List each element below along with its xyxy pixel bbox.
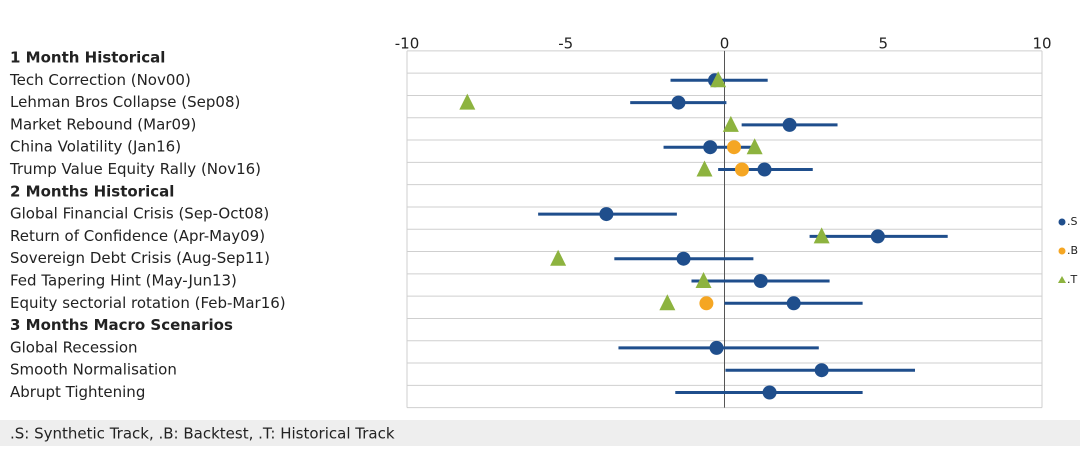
- x-tick-label: 10: [1032, 35, 1051, 53]
- dot-marker: [703, 140, 718, 155]
- dot-marker: [599, 207, 614, 222]
- dot-marker: [709, 340, 724, 355]
- footnote: .S: Synthetic Track, .B: Backtest, .T: H…: [10, 425, 395, 443]
- triangle-marker: [722, 115, 739, 132]
- footer-band: [0, 420, 1080, 446]
- y-tick-label: Sovereign Debt Crisis (Aug-Sep11): [10, 249, 270, 267]
- y-tick-label: Global Recession: [10, 338, 138, 356]
- legend-label: .B: [1067, 244, 1078, 257]
- legend-label: .S: [1067, 215, 1077, 228]
- legend-swatch: [1058, 218, 1066, 226]
- triangle-marker: [550, 249, 567, 266]
- y-tick-label: Fed Tapering Hint (May-Jun13): [10, 272, 237, 290]
- y-tick-label: Abrupt Tightening: [10, 383, 145, 401]
- dot-marker: [762, 385, 777, 400]
- triangle-marker: [459, 93, 476, 110]
- y-tick-label: Market Rebound (Mar09): [10, 115, 196, 133]
- dot-marker: [671, 95, 686, 110]
- triangle-marker: [696, 160, 713, 177]
- y-tick-label: Return of Confidence (Apr-May09): [10, 227, 265, 245]
- triangle-marker: [710, 71, 727, 88]
- legend-swatch: [1058, 276, 1066, 283]
- y-tick-label: China Volatility (Jan16): [10, 138, 181, 156]
- triangle-marker: [746, 138, 763, 155]
- dot-marker: [870, 229, 885, 244]
- dot-marker: [814, 363, 829, 378]
- y-tick-label: Global Financial Crisis (Sep-Oct08): [10, 205, 269, 223]
- y-tick-label: Tech Correction (Nov00): [9, 71, 191, 89]
- x-tick-label: 5: [878, 35, 888, 53]
- y-tick-label: Equity sectorial rotation (Feb-Mar16): [10, 294, 286, 312]
- dot-marker: [699, 296, 714, 311]
- legend-swatch: [1058, 247, 1066, 255]
- x-tick-label: -10: [395, 35, 420, 53]
- y-tick-label: Trump Value Equity Rally (Nov16): [9, 160, 261, 178]
- legend-label: .T: [1067, 273, 1077, 286]
- dot-marker: [676, 251, 691, 266]
- dot-marker: [786, 296, 801, 311]
- triangle-marker: [695, 272, 712, 288]
- x-tick-label: 0: [720, 35, 730, 53]
- dot-marker: [727, 140, 742, 155]
- group-header: 2 Months Historical: [10, 182, 174, 200]
- y-tick-label: Smooth Normalisation: [10, 361, 177, 379]
- x-tick-label: -5: [558, 35, 573, 53]
- dot-marker: [734, 162, 749, 177]
- y-tick-label: Lehman Bros Collapse (Sep08): [10, 93, 240, 111]
- dot-marker: [757, 162, 772, 177]
- triangle-marker: [659, 294, 676, 311]
- triangle-marker: [813, 227, 830, 244]
- dot-marker: [753, 274, 768, 288]
- dot-marker: [782, 117, 797, 132]
- group-header: 1 Month Historical: [10, 49, 165, 67]
- group-header: 3 Months Macro Scenarios: [10, 316, 233, 334]
